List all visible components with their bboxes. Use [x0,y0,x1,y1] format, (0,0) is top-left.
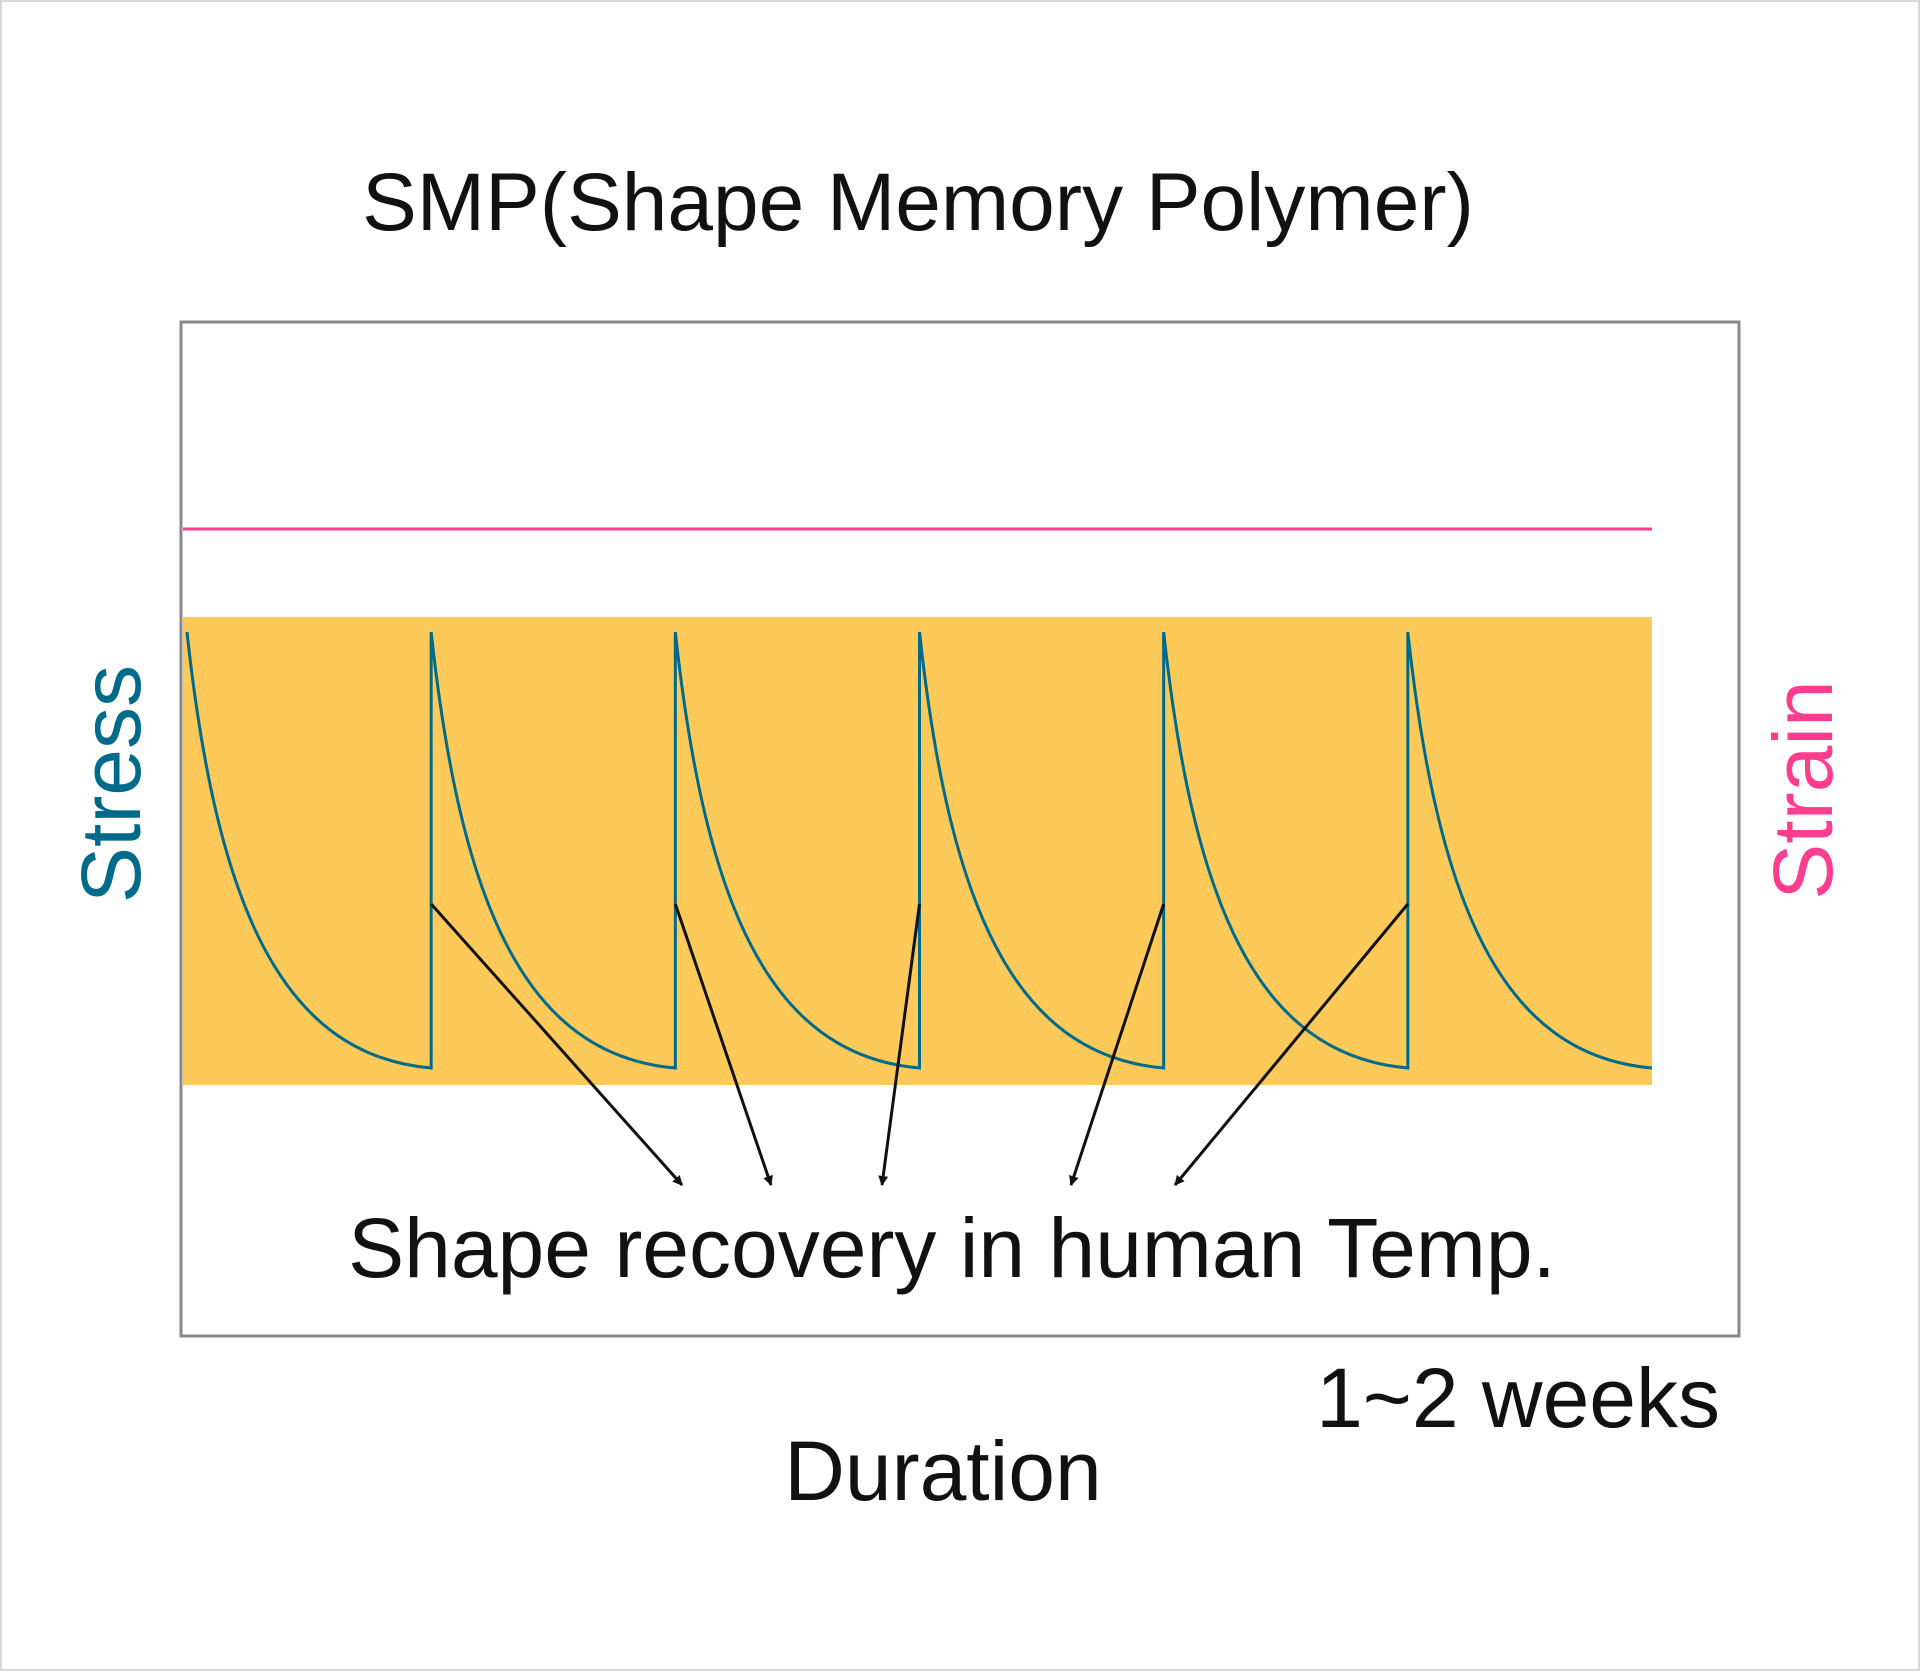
annotation-arrow [1173,903,1409,1186]
recovery-temperature-band [183,617,1652,1085]
annotation-arrow [430,903,684,1186]
annotation-text: Shape recovery in human Temp. [348,1201,1556,1295]
annotation-arrow [1069,903,1166,1186]
annotation-arrows [430,903,1409,1186]
y-axis-label-strain: Strain [1756,680,1850,899]
x-axis-end-label: 1~2 weeks [1316,1351,1720,1445]
y-axis-label-stress: Stress [64,665,158,903]
chart-title: SMP(Shape Memory Polymer) [362,157,1474,248]
annotation-arrow [878,903,921,1186]
x-axis-label: Duration [784,1424,1102,1518]
stress-series-line [185,631,1653,1070]
annotation-arrow [673,903,773,1186]
